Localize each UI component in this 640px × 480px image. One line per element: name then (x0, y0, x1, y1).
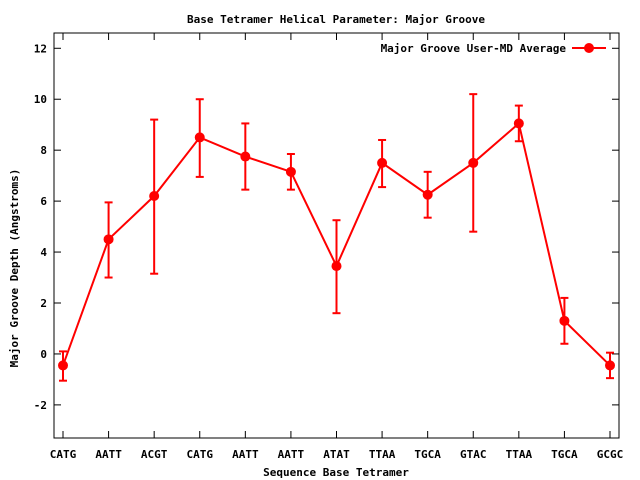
data-point (377, 157, 388, 168)
x-tick-label: TGCA (551, 448, 578, 461)
x-tick-label: TTAA (506, 448, 533, 461)
y-tick-label: 8 (40, 144, 47, 157)
x-tick-label: AATT (232, 448, 259, 461)
legend: Major Groove User-MD Average (381, 42, 606, 55)
x-tick-label: CATG (187, 448, 214, 461)
data-point (285, 166, 296, 177)
data-point (422, 189, 433, 200)
data-point (331, 261, 342, 272)
y-tick-label: 4 (40, 246, 47, 259)
x-axis: CATG AATT ACGT CATG AATT AATT ATAT TTAA TGCA GTAC… (50, 33, 624, 461)
y-tick-label: 6 (40, 195, 47, 208)
legend-marker (584, 43, 594, 53)
chart-title: Base Tetramer Helical Parameter: Major G… (187, 13, 485, 26)
legend-label: Major Groove User-MD Average (381, 42, 567, 55)
data-point (605, 360, 615, 371)
x-tick-label: ATAT (323, 448, 350, 461)
data-point (103, 234, 114, 245)
data-series (58, 93, 615, 382)
y-axis: -2 0 2 4 6 8 10 12 (34, 42, 619, 412)
x-tick-label: CATG (50, 448, 77, 461)
x-tick-label: TGCA (414, 448, 441, 461)
y-tick-label: 0 (40, 348, 47, 361)
y-axis-label: Major Groove Depth (Angstroms) (8, 169, 21, 368)
x-tick-label: AATT (278, 448, 305, 461)
x-tick-label: TTAA (369, 448, 396, 461)
data-point (513, 118, 524, 129)
y-tick-label: -2 (34, 399, 47, 412)
y-tick-label: 2 (40, 297, 47, 310)
data-point (240, 151, 251, 162)
x-tick-label: ACGT (141, 448, 168, 461)
y-tick-label: 10 (34, 93, 47, 106)
x-tick-label: GCGC (597, 448, 624, 461)
x-tick-label: AATT (95, 448, 122, 461)
y-tick-label: 12 (34, 42, 47, 55)
data-point (559, 315, 570, 326)
x-tick-label: GTAC (460, 448, 487, 461)
data-point (58, 360, 68, 371)
data-point (468, 157, 479, 168)
data-point (149, 191, 160, 202)
x-axis-label: Sequence Base Tetramer (263, 466, 409, 479)
data-point (194, 132, 205, 143)
